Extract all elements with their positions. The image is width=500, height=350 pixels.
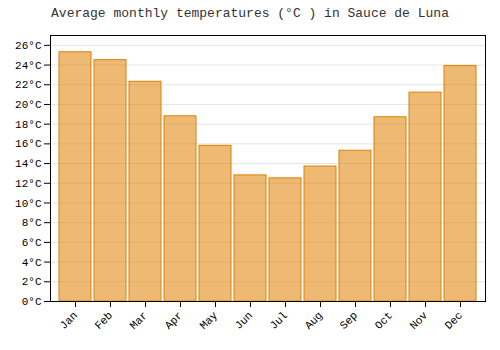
svg-text:Sep: Sep xyxy=(338,309,360,331)
svg-text:Apr: Apr xyxy=(163,309,185,331)
svg-text:Dec: Dec xyxy=(443,309,465,331)
svg-text:Mar: Mar xyxy=(128,309,150,331)
svg-text:20°C: 20°C xyxy=(15,99,42,111)
svg-text:4°C: 4°C xyxy=(22,257,42,269)
svg-text:Jul: Jul xyxy=(268,309,290,331)
svg-text:16°C: 16°C xyxy=(15,138,42,150)
html-text:Average monthly temperatures (: Average monthly temperatures (°C ) in Sa… xyxy=(51,6,449,21)
svg-text:22°C: 22°C xyxy=(15,79,42,91)
svg-text:18°C: 18°C xyxy=(15,119,42,131)
svg-text:May: May xyxy=(198,309,221,332)
svg-text:26°C: 26°C xyxy=(15,40,42,52)
svg-text:2°C: 2°C xyxy=(22,276,42,288)
svg-text:24°C: 24°C xyxy=(15,60,42,72)
svg-text:10°C: 10°C xyxy=(15,198,42,210)
svg-text:0°C: 0°C xyxy=(22,296,42,308)
svg-text:Nov: Nov xyxy=(408,309,431,332)
svg-text:12°C: 12°C xyxy=(15,178,42,190)
svg-text:Oct: Oct xyxy=(373,309,395,331)
svg-text:Jun: Jun xyxy=(233,309,255,331)
svg-text:14°C: 14°C xyxy=(15,158,42,170)
svg-text:6°C: 6°C xyxy=(22,237,42,249)
svg-text:Aug: Aug xyxy=(303,309,325,331)
svg-text:Feb: Feb xyxy=(93,309,115,331)
svg-text:8°C: 8°C xyxy=(22,217,42,229)
svg-text:Jan: Jan xyxy=(58,309,80,331)
